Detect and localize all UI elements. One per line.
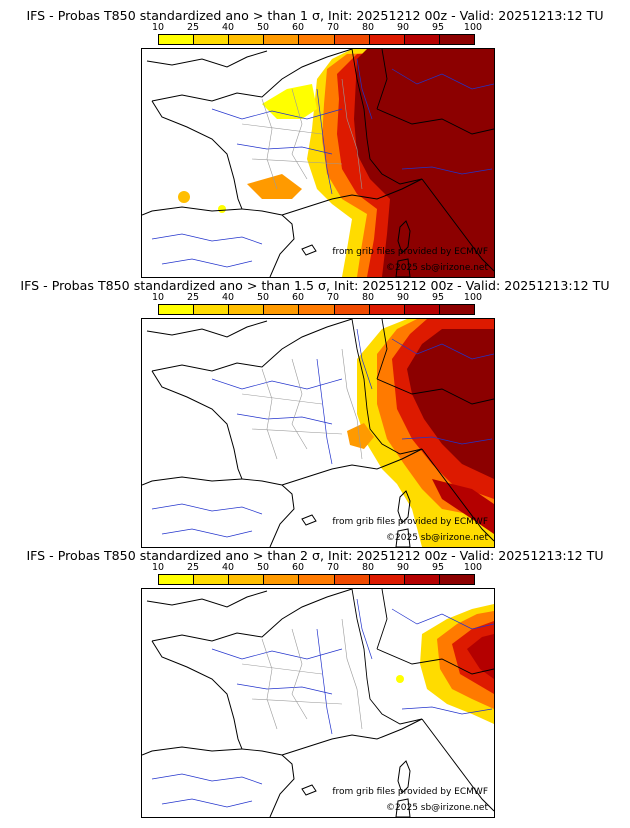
panel-title: IFS - Probas T850 standardized ano > tha… <box>26 548 604 563</box>
colorbar-cell <box>264 305 300 314</box>
colorbar-cell <box>264 35 300 44</box>
colorbar-tick: 90 <box>396 562 410 573</box>
colorbar-cell <box>229 575 265 584</box>
colorbar-tick: 10 <box>151 292 165 303</box>
prob-spot <box>178 191 190 203</box>
colorbar: 10 25 40 50 60 70 80 90 95 100 <box>152 292 482 317</box>
colorbar-tick: 25 <box>186 22 200 33</box>
panel-2: IFS - Probas T850 standardized ano > tha… <box>0 270 630 548</box>
colorbar-tick: 70 <box>326 22 340 33</box>
colorbar-tick: 10 <box>151 562 165 573</box>
colorbar-cell <box>194 575 230 584</box>
colorbar-cell <box>194 305 230 314</box>
colorbar-tick: 25 <box>186 292 200 303</box>
map-frame: from grib files provided by ECMWF ©2025 … <box>141 48 495 278</box>
colorbar-tick: 100 <box>463 22 483 33</box>
colorbar-cell <box>439 305 474 314</box>
credit-source: from grib files provided by ECMWF <box>332 787 488 797</box>
credit-source: from grib files provided by ECMWF <box>332 517 488 527</box>
colorbar-tick: 60 <box>291 22 305 33</box>
colorbar-tick: 95 <box>431 562 445 573</box>
colorbar-tick: 95 <box>431 292 445 303</box>
panel-title: IFS - Probas T850 standardized ano > tha… <box>26 8 604 23</box>
colorbar-cells <box>158 574 475 585</box>
prob-area-dark <box>354 49 494 277</box>
colorbar-cells <box>158 34 475 45</box>
probability-map <box>142 589 494 817</box>
colorbar-tick: 70 <box>326 562 340 573</box>
colorbar-tick: 100 <box>463 292 483 303</box>
colorbar-cell <box>404 305 440 314</box>
prob-area-italy <box>432 479 494 534</box>
colorbar-cell <box>439 35 474 44</box>
colorbar-tick: 40 <box>221 22 235 33</box>
colorbar-tick: 80 <box>361 292 375 303</box>
prob-area-pyrenees <box>247 174 302 199</box>
colorbar-tick: 40 <box>221 292 235 303</box>
colorbar-cell <box>369 35 405 44</box>
colorbar-tick: 80 <box>361 22 375 33</box>
colorbar-cell <box>334 305 370 314</box>
prob-area-dark <box>407 329 494 479</box>
colorbar-tick: 90 <box>396 22 410 33</box>
colorbar-tick: 50 <box>256 22 270 33</box>
colorbar-tick: 40 <box>221 562 235 573</box>
colorbar-cell <box>404 575 440 584</box>
colorbar-tick: 95 <box>431 22 445 33</box>
probability-map <box>142 319 494 547</box>
colorbar-cell <box>229 35 265 44</box>
colorbar: 10 25 40 50 60 70 80 90 95 100 <box>152 22 482 47</box>
colorbar-tick: 70 <box>326 292 340 303</box>
colorbar-tick: 60 <box>291 562 305 573</box>
colorbar-tick: 80 <box>361 562 375 573</box>
colorbar-cells <box>158 304 475 315</box>
prob-area-alps <box>347 423 374 449</box>
colorbar-tick: 25 <box>186 562 200 573</box>
colorbar-cell <box>194 35 230 44</box>
panel-1: IFS - Probas T850 standardized ano > tha… <box>0 0 630 278</box>
prob-spot <box>396 675 404 683</box>
colorbar-tick: 50 <box>256 562 270 573</box>
colorbar-cell <box>229 305 265 314</box>
colorbar-cell <box>334 575 370 584</box>
colorbar-cell <box>299 575 335 584</box>
map-frame: from grib files provided by ECMWF ©2025 … <box>141 318 495 548</box>
colorbar-cell <box>439 575 474 584</box>
colorbar-cell <box>299 35 335 44</box>
prob-area-dark <box>467 634 494 679</box>
colorbar-cell <box>159 35 195 44</box>
colorbar-cell <box>159 575 195 584</box>
colorbar-cell <box>299 305 335 314</box>
prob-area-yellow <box>262 84 317 119</box>
credit-copyright: ©2025 sb@irizone.net <box>386 263 488 273</box>
colorbar-cell <box>264 575 300 584</box>
colorbar-tick: 50 <box>256 292 270 303</box>
colorbar-tick: 10 <box>151 22 165 33</box>
map-frame: from grib files provided by ECMWF ©2025 … <box>141 588 495 818</box>
credit-source: from grib files provided by ECMWF <box>332 247 488 257</box>
probability-map <box>142 49 494 277</box>
colorbar-cell <box>159 305 195 314</box>
colorbar-cell <box>369 305 405 314</box>
panel-title: IFS - Probas T850 standardized ano > tha… <box>20 278 610 293</box>
credit-copyright: ©2025 sb@irizone.net <box>386 533 488 543</box>
colorbar-tick: 90 <box>396 292 410 303</box>
panel-3: IFS - Probas T850 standardized ano > tha… <box>0 540 630 818</box>
colorbar-cell <box>404 35 440 44</box>
credit-copyright: ©2025 sb@irizone.net <box>386 803 488 813</box>
colorbar-tick: 60 <box>291 292 305 303</box>
colorbar-cell <box>334 35 370 44</box>
prob-spot <box>218 205 226 213</box>
colorbar-cell <box>369 575 405 584</box>
colorbar: 10 25 40 50 60 70 80 90 95 100 <box>152 562 482 587</box>
colorbar-tick: 100 <box>463 562 483 573</box>
